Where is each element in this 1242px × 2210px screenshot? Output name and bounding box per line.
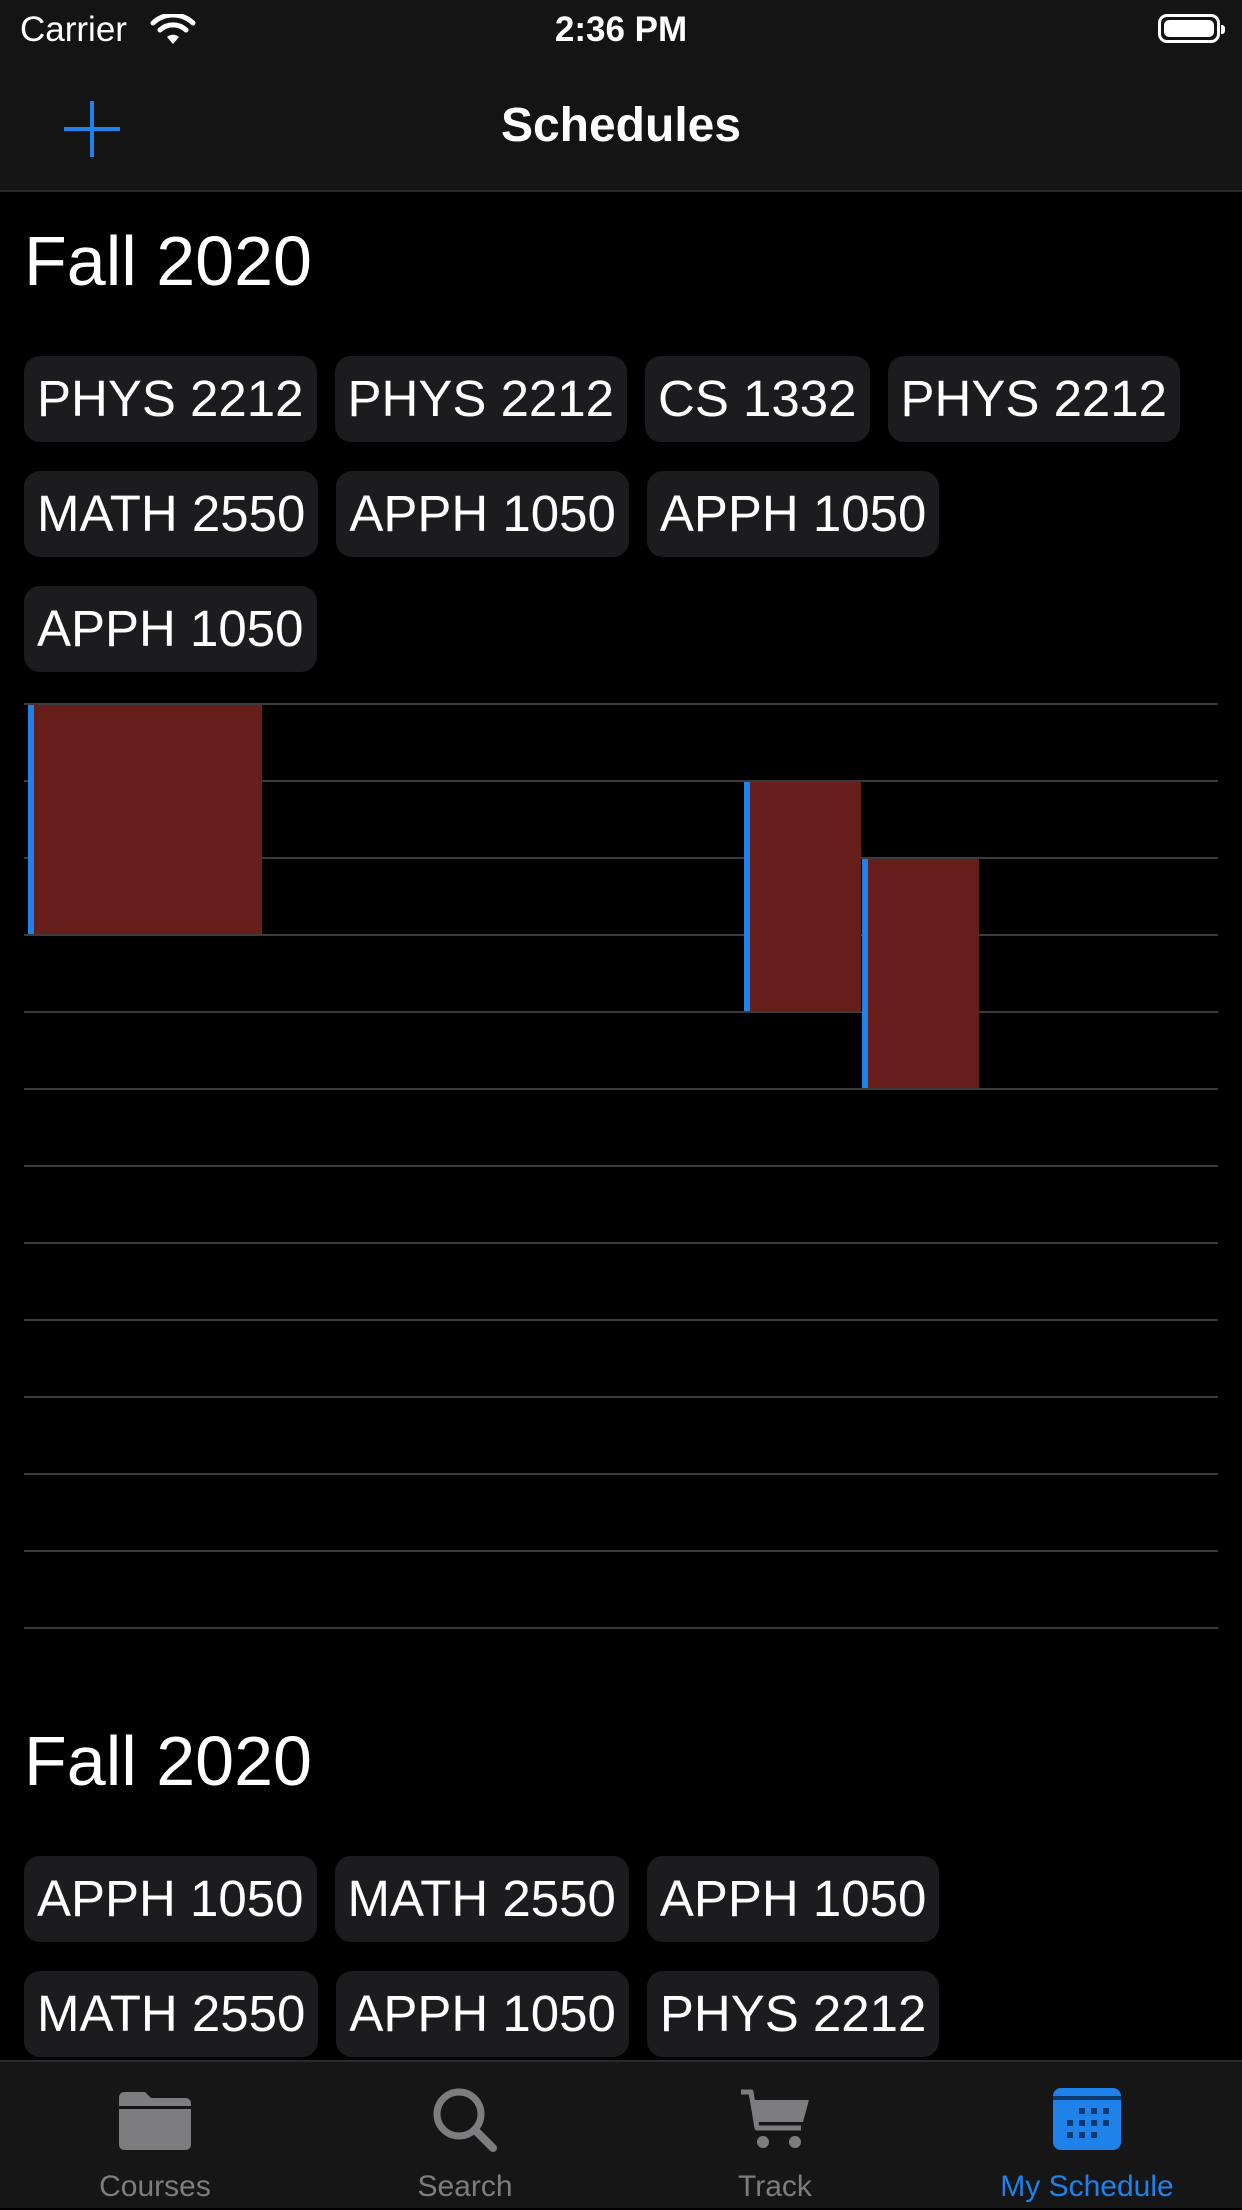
schedule-title: Fall 2020 [24,1722,312,1800]
course-chip[interactable]: APPH 1050 [24,1856,317,1942]
tab-courses[interactable]: Courses [0,2062,310,2210]
course-chip[interactable]: APPH 1050 [336,1971,629,2057]
course-chip[interactable]: PHYS 2212 [646,1971,940,2057]
schedule-grid [24,703,1218,1630]
course-chip-row: PHYS 2212 PHYS 2212 CS 1332 PHYS 2212 [24,356,1181,442]
course-chip-row: APPH 1050 MATH 2550 APPH 1050 [24,1856,940,1942]
grid-line [24,857,1218,859]
class-block-accent [744,782,750,1011]
calendar-icon [1053,2088,1121,2150]
course-chip-row: APPH 1050 [24,586,317,672]
class-block-accent [862,859,868,1088]
tab-label: Track [738,2170,812,2203]
grid-line [24,934,1218,936]
class-block-accent [28,705,34,934]
grid-line [24,1242,1218,1244]
grid-line [24,1473,1218,1475]
grid-line [24,1165,1218,1167]
course-chip-row: MATH 2550 APPH 1050 APPH 1050 [24,471,940,557]
class-block[interactable] [862,859,979,1088]
class-block[interactable] [744,782,861,1011]
page-title: Schedules [500,99,742,152]
clock: 2:36 PM [554,10,688,49]
search-icon [433,2088,497,2152]
course-chip[interactable]: CS 1332 [645,356,870,442]
course-chip[interactable]: APPH 1050 [646,471,940,557]
course-chip[interactable]: APPH 1050 [336,471,629,557]
course-chip[interactable]: PHYS 2212 [887,356,1181,442]
schedules-list[interactable]: Fall 2020 PHYS 2212 PHYS 2212 CS 1332 PH… [0,192,1242,2060]
grid-line [24,703,1218,705]
grid-line [24,1550,1218,1552]
grid-line [24,1396,1218,1398]
tab-label: My Schedule [1000,2170,1174,2203]
add-schedule-button[interactable] [58,95,126,163]
tab-search[interactable]: Search [310,2062,620,2210]
tab-track[interactable]: Track [620,2062,930,2210]
course-chip[interactable]: MATH 2550 [24,1971,319,2057]
grid-line [24,780,1218,782]
cart-icon [741,2089,809,2148]
class-block[interactable] [28,705,262,934]
course-chip[interactable]: MATH 2550 [334,1856,629,1942]
tab-bar: Courses Search Track My Schedule [0,2060,1242,2208]
folder-icon [119,2092,191,2150]
status-bar: Carrier 2:36 PM [0,0,1242,62]
tab-my-schedule[interactable]: My Schedule [932,2062,1242,2210]
course-chip[interactable]: APPH 1050 [24,586,317,672]
schedule-title: Fall 2020 [24,222,312,300]
wifi-icon [150,14,196,44]
grid-line [24,1319,1218,1321]
course-chip[interactable]: PHYS 2212 [334,356,628,442]
course-chip-row: MATH 2550 APPH 1050 PHYS 2212 [24,1971,940,2057]
grid-line [24,1011,1218,1013]
battery-icon [1158,14,1225,43]
tab-label: Search [417,2170,513,2203]
navigation-bar: Schedules [0,62,1242,192]
carrier-label: Carrier [20,10,127,49]
course-chip[interactable]: PHYS 2212 [24,356,317,442]
grid-line [24,1088,1218,1090]
course-chip[interactable]: MATH 2550 [24,471,319,557]
grid-line [24,1627,1218,1629]
tab-label: Courses [99,2170,211,2203]
course-chip[interactable]: APPH 1050 [646,1856,940,1942]
